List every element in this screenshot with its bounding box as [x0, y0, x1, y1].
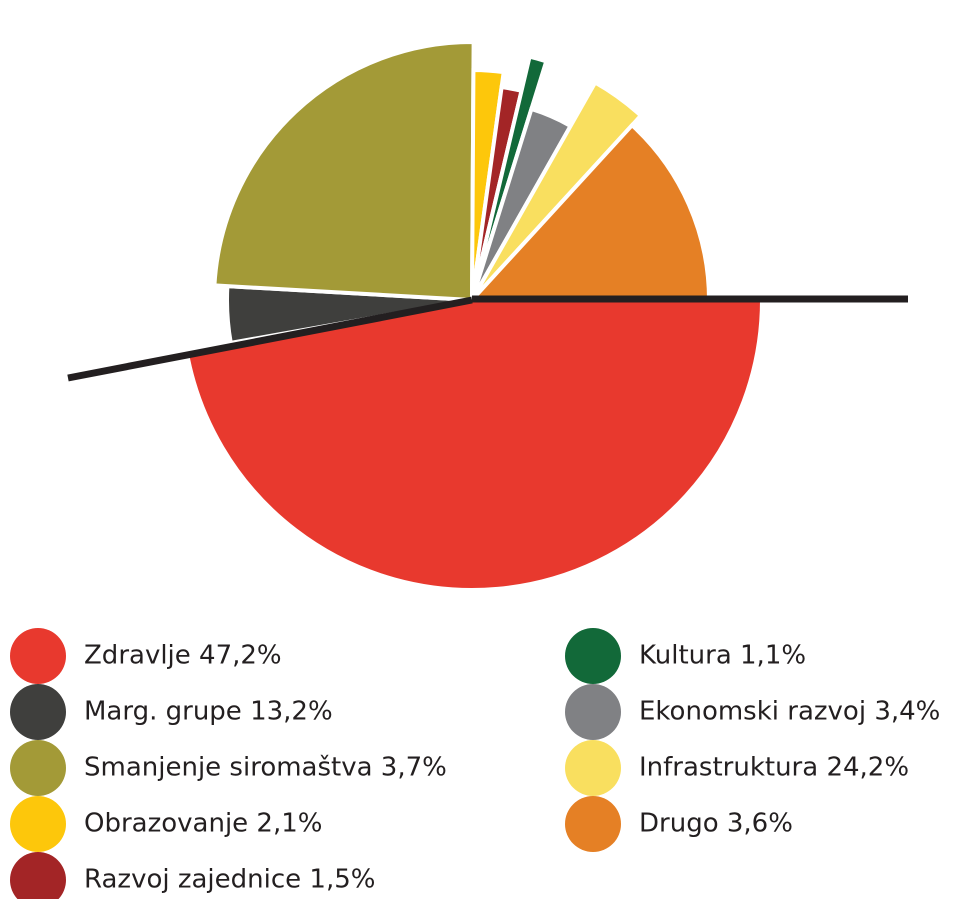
legend-swatch	[10, 852, 66, 899]
legend-swatch	[10, 796, 66, 852]
legend-swatch	[10, 684, 66, 740]
legend-swatch	[565, 796, 621, 852]
legend-label: Smanjenje siromaštva 3,7%	[84, 753, 447, 783]
pie	[184, 40, 765, 592]
legend-label: Zdravlje 47,2%	[84, 641, 282, 671]
legend-label: Kultura 1,1%	[639, 641, 806, 671]
legend-label: Ekonomski razvoj 3,4%	[639, 697, 940, 727]
legend-label: Obrazovanje 2,1%	[84, 809, 322, 839]
pie-slice	[212, 40, 476, 303]
legend-label: Drugo 3,6%	[639, 809, 793, 839]
pie-slice	[184, 298, 765, 592]
legend-swatch	[10, 740, 66, 796]
legend-label: Marg. grupe 13,2%	[84, 697, 333, 727]
legend-label: Infrastruktura 24,2%	[639, 753, 909, 783]
legend-swatch	[565, 684, 621, 740]
legend-label: Razvoj zajednice 1,5%	[84, 865, 375, 895]
divider-line	[67, 296, 473, 382]
legend-swatch	[10, 628, 66, 684]
pie-slice	[470, 79, 644, 302]
legend-swatch	[565, 628, 621, 684]
pie-slice	[467, 122, 712, 302]
legend-swatch	[565, 740, 621, 796]
